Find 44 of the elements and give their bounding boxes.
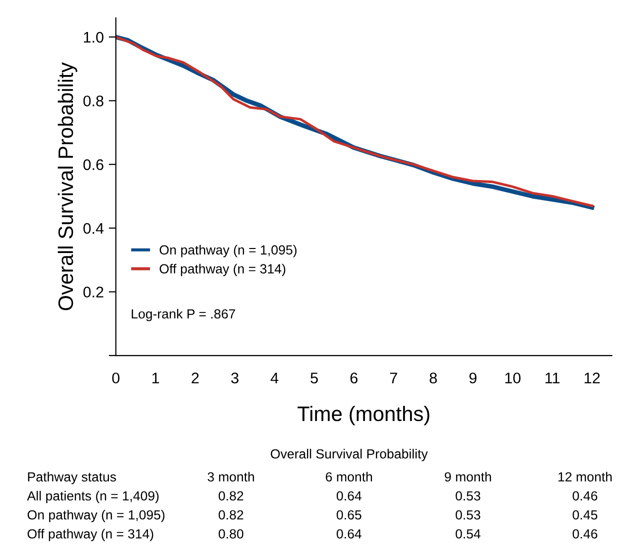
y-tick-label: 1.0 bbox=[84, 32, 104, 43]
text: 0.65 bbox=[336, 510, 362, 520]
x-tick-label: 4 bbox=[270, 372, 278, 384]
x-tick-label: 12 bbox=[584, 372, 600, 384]
text: 0.64 bbox=[336, 491, 362, 501]
text: 0.54 bbox=[456, 529, 480, 539]
legend-label: Off pathway (n = 314) bbox=[160, 264, 286, 276]
text: 9 month bbox=[444, 472, 491, 482]
y-tick-label: 0.6 bbox=[83, 159, 104, 170]
text: 0.45 bbox=[572, 510, 598, 520]
text: Overall Survival Probability bbox=[270, 448, 428, 462]
x-tick-label: 5 bbox=[310, 372, 318, 384]
x-tick-label: 10 bbox=[505, 372, 521, 384]
y-tick-label: 0.4 bbox=[83, 222, 104, 234]
x-tick-label: 3 bbox=[231, 372, 238, 384]
text: 0.64 bbox=[336, 529, 362, 539]
y-axis-title: Overall Survival Probability bbox=[58, 62, 78, 310]
x-tick-label: 11 bbox=[546, 372, 560, 384]
text: 0.46 bbox=[572, 491, 598, 501]
x-tick-label: 9 bbox=[469, 372, 476, 384]
x-tick-label: 6 bbox=[350, 372, 358, 384]
x-tick-label: 8 bbox=[430, 372, 437, 384]
x-axis-title: Time (months) bbox=[298, 406, 430, 426]
legend-label: On pathway (n = 1,095) bbox=[160, 244, 297, 258]
text: 0.53 bbox=[456, 510, 480, 520]
text: 0.46 bbox=[572, 529, 598, 539]
text: 0.53 bbox=[456, 491, 480, 501]
x-tick-label: 1 bbox=[152, 372, 160, 384]
annotation: Log-rank P = .867 bbox=[132, 308, 236, 322]
y-tick-label: 0.8 bbox=[83, 96, 104, 106]
text: Off pathway (n = 314) bbox=[28, 528, 154, 542]
text: 0.80 bbox=[218, 529, 244, 539]
text: Pathway status bbox=[28, 472, 116, 484]
text: 0.82 bbox=[218, 510, 244, 520]
text: On pathway (n = 1,095) bbox=[28, 510, 164, 522]
text: All patients (n = 1,409) bbox=[27, 490, 159, 504]
x-tick-label: 2 bbox=[192, 372, 199, 384]
x-tick-label: 7 bbox=[390, 372, 398, 384]
text: 0.82 bbox=[218, 491, 244, 501]
y-tick-label: 0.2 bbox=[83, 286, 104, 298]
x-tick-label: 0 bbox=[112, 372, 120, 384]
text: 12 month bbox=[558, 472, 612, 482]
text: 3 month bbox=[208, 472, 254, 482]
text: 6 month bbox=[326, 472, 372, 482]
